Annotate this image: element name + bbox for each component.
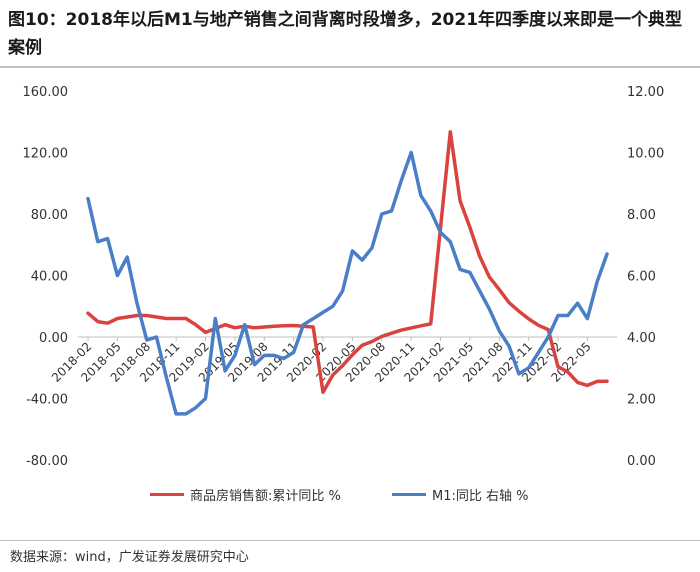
left-axis-tick-label: 120.00 bbox=[23, 147, 69, 162]
left-axis-tick-label: -40.00 bbox=[26, 393, 68, 408]
legend-item-m1: M1:同比 右轴 % bbox=[392, 485, 529, 504]
legend-swatch-sales bbox=[150, 493, 184, 496]
left-axis-tick-label: 0.00 bbox=[39, 331, 68, 346]
legend-swatch-m1 bbox=[392, 493, 426, 496]
right-axis-tick-label: 6.00 bbox=[627, 270, 656, 285]
legend-label-m1: M1:同比 右轴 % bbox=[432, 489, 529, 504]
left-axis-tick-label: -80.00 bbox=[26, 454, 68, 469]
right-axis-tick-label: 4.00 bbox=[627, 331, 656, 346]
chart-area: -80.00 -40.00 0.00 40.00 80.00 120.00 160.00 0.… bbox=[0, 70, 700, 540]
right-axis-tick-label: 8.00 bbox=[627, 208, 656, 223]
chart-legend: 商品房销售额:累计同比 % M1:同比 右轴 % bbox=[0, 485, 700, 507]
legend-item-sales: 商品房销售额:累计同比 % bbox=[150, 485, 341, 504]
title-divider bbox=[0, 66, 700, 68]
left-axis-tick-label: 40.00 bbox=[31, 270, 68, 285]
right-axis-tick-label: 0.00 bbox=[627, 454, 656, 469]
left-axis-tick-label: 160.00 bbox=[23, 85, 69, 100]
line-chart: -80.00 -40.00 0.00 40.00 80.00 120.00 160.00 0.… bbox=[23, 85, 665, 469]
series-line-m1 bbox=[86, 150, 609, 416]
right-axis-tick-label: 10.00 bbox=[627, 147, 664, 162]
right-axis-tick-label: 2.00 bbox=[627, 393, 656, 408]
legend-label-sales: 商品房销售额:累计同比 % bbox=[190, 489, 341, 504]
right-axis-tick-label: 12.00 bbox=[627, 85, 664, 100]
source-note: 数据来源：wind，广发证券发展研究中心 bbox=[10, 550, 249, 565]
left-axis-tick-label: 80.00 bbox=[31, 208, 68, 223]
source-divider bbox=[0, 540, 700, 541]
chart-title: 图10：2018年以后M1与地产销售之间背离时段增多，2021年四季度以来即是一… bbox=[8, 10, 683, 58]
